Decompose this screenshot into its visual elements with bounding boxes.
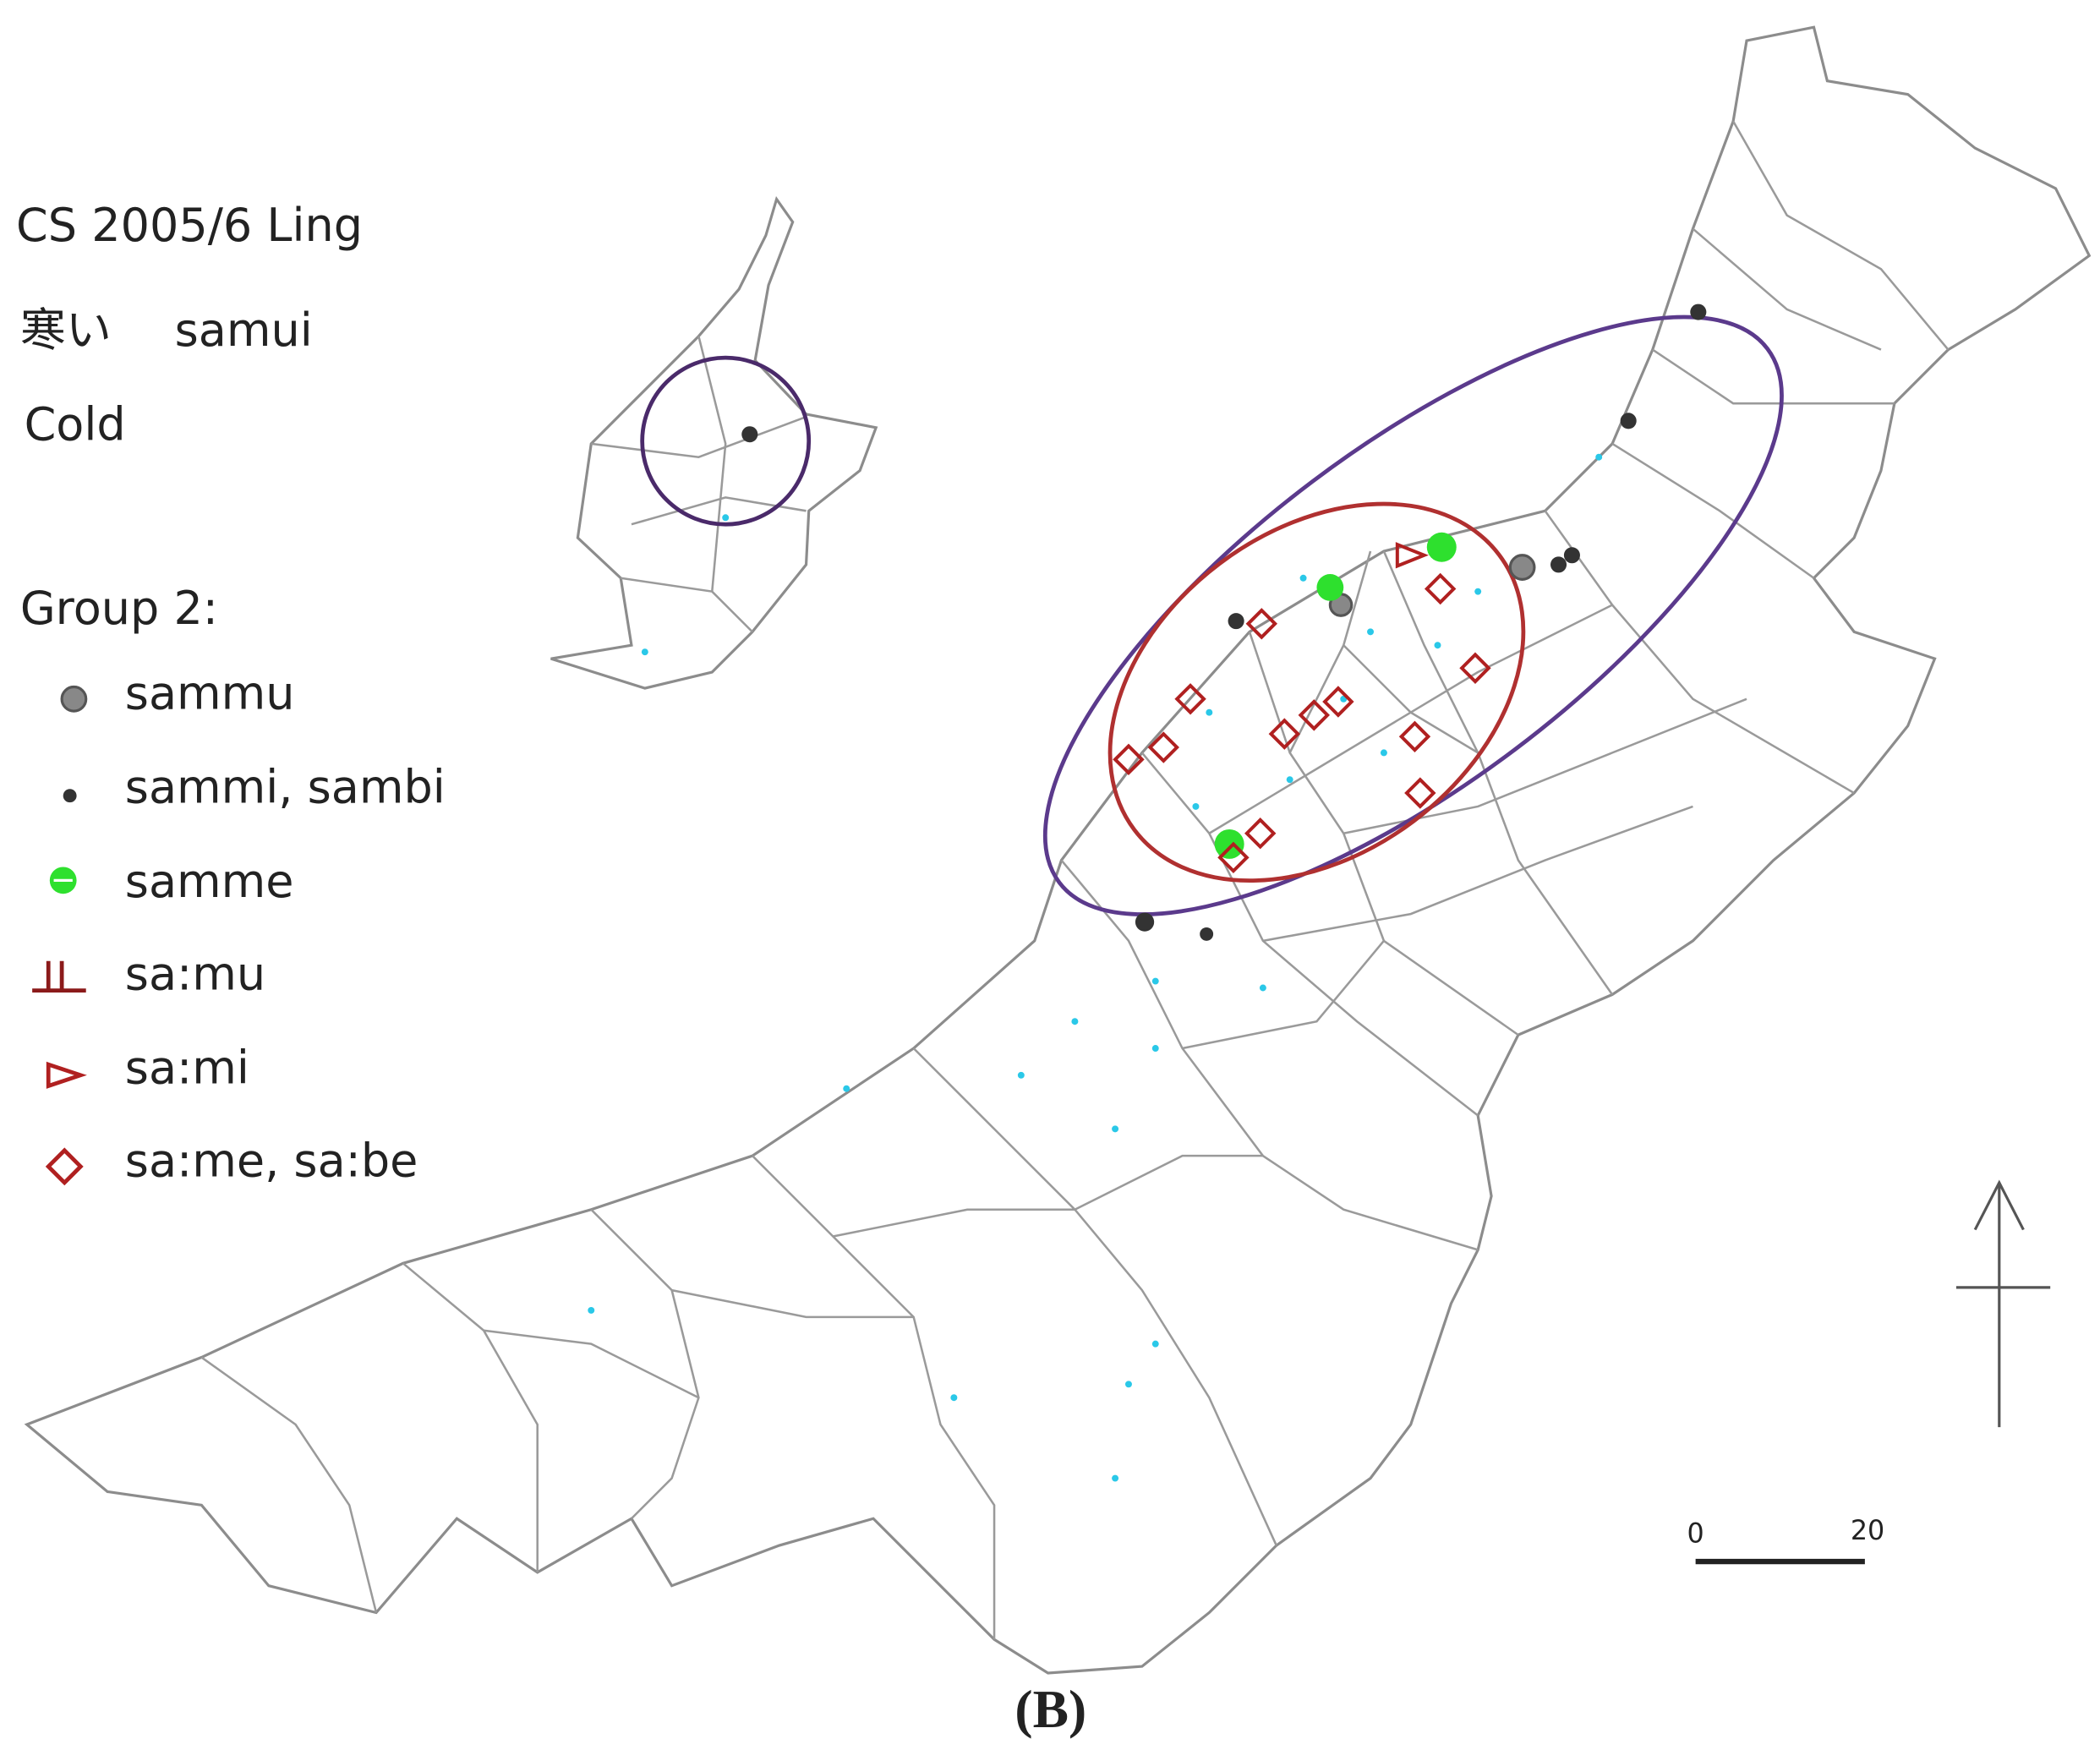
caption: (B) <box>1014 1679 1086 1739</box>
outer-ellipse <box>1042 314 1784 916</box>
legend-title: Group 2: <box>20 582 218 635</box>
legend-symbol <box>32 960 86 993</box>
legend-symbol <box>60 685 88 713</box>
legend-symbol <box>63 789 77 803</box>
inner-ellipse <box>1107 501 1526 883</box>
dialect-markers <box>741 304 1707 941</box>
legend: CS 2005/6 Ling 寒い samui Cold Group 2: sa… <box>16 199 446 1187</box>
legend-label: sa:mi <box>125 1042 249 1095</box>
word-romaji: samui <box>175 304 313 357</box>
mainland <box>24 25 2092 1675</box>
sado-circle <box>640 355 812 527</box>
scale-bar: 0 20 <box>1687 1516 1884 1565</box>
source-label: CS 2005/6 Ling <box>16 199 363 252</box>
legend-label: sammi, sambi <box>125 761 446 814</box>
scale-end: 20 <box>1851 1516 1884 1546</box>
legend-symbol <box>45 1147 84 1186</box>
sado-island <box>550 196 878 690</box>
north-arrow <box>1955 1179 2051 1428</box>
scale-start: 0 <box>1687 1518 1704 1549</box>
legend-label: sa:mu <box>125 947 265 1000</box>
group-ellipses <box>640 314 1784 916</box>
legend-label: sammu <box>125 666 295 719</box>
legend-label: sa:me, sa:be <box>125 1134 418 1187</box>
sado-boundaries <box>591 336 807 633</box>
legend-symbol <box>46 1061 87 1089</box>
site-dots <box>588 453 1603 1482</box>
municipal-boundaries <box>200 120 1950 1640</box>
legend-symbol <box>49 867 77 894</box>
gloss: Cold <box>25 397 126 451</box>
word-japanese: 寒い <box>20 304 112 357</box>
legend-label: samme <box>125 855 294 908</box>
map-base <box>24 25 2092 1675</box>
